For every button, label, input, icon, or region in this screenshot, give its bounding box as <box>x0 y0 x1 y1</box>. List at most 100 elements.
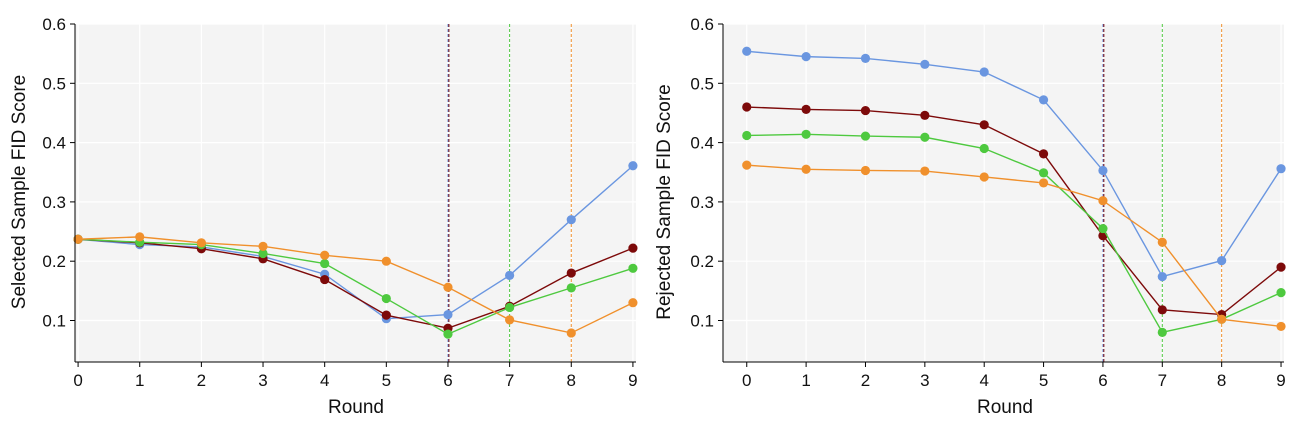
x-tick-label: 8 <box>1217 371 1226 390</box>
plot-area <box>723 24 1284 362</box>
y-axis-title: Rejected Sample FID Score <box>654 84 675 320</box>
data-point <box>196 238 206 248</box>
data-point <box>258 248 268 259</box>
x-axis-title: Round <box>328 397 384 418</box>
series-line <box>746 50 1282 278</box>
series-line <box>746 164 1282 328</box>
plot-background-group <box>723 24 1284 362</box>
data-point <box>1157 305 1167 315</box>
data-point <box>320 274 330 285</box>
data-point <box>628 298 638 308</box>
data-point <box>742 46 752 56</box>
x-tick-label: 3 <box>258 371 267 390</box>
data-point <box>1098 223 1108 234</box>
series-line <box>746 133 1282 334</box>
x-tick-label: 0 <box>73 371 82 390</box>
data-point <box>1276 262 1286 272</box>
data-point <box>801 104 811 114</box>
y-tick-label: 0.1 <box>42 311 66 330</box>
x-tick-label: 3 <box>920 371 929 390</box>
series-line <box>78 238 634 335</box>
data-point <box>135 232 145 242</box>
y-tick-label: 0.3 <box>42 193 66 212</box>
data-point <box>1038 178 1049 188</box>
x-tick-label: 1 <box>801 371 810 390</box>
data-point <box>742 130 752 141</box>
data-point <box>628 263 638 273</box>
data-point <box>566 328 576 338</box>
data-point <box>742 160 752 170</box>
data-point <box>443 309 453 320</box>
x-tick-label: 9 <box>1276 371 1285 390</box>
data-point <box>443 329 453 339</box>
data-point <box>920 110 930 120</box>
x-tick-label: 7 <box>1158 371 1167 390</box>
y-tick-label: 0.1 <box>690 311 714 330</box>
series-orange <box>742 160 1286 332</box>
data-point <box>566 283 576 293</box>
data-point <box>381 293 391 304</box>
data-point <box>920 166 930 176</box>
y-tick-label: 0.5 <box>690 74 714 93</box>
x-tick-label: 5 <box>382 371 391 390</box>
data-point <box>1157 272 1167 282</box>
y-tick-label: 0.4 <box>42 134 66 153</box>
x-tick-label: 0 <box>742 371 751 390</box>
data-point <box>320 258 330 269</box>
data-point <box>628 243 638 253</box>
rejected-fid-chart: Rejected Sample FID Score Round 0.1 0.2 0.… <box>654 15 1286 418</box>
data-point <box>1038 149 1049 159</box>
x-tick-label: 4 <box>979 371 988 390</box>
data-point <box>320 250 330 260</box>
y-tick-label: 0.6 <box>690 15 714 34</box>
series-line <box>746 106 1282 316</box>
x-tick-label: 4 <box>320 371 329 390</box>
series-orange <box>73 232 638 338</box>
data-point <box>566 215 576 225</box>
data-point <box>505 270 515 281</box>
data-point <box>73 234 83 244</box>
data-point <box>1217 256 1227 266</box>
x-tick-label: 2 <box>197 371 206 390</box>
data-point <box>1276 321 1286 332</box>
series-green <box>742 129 1286 337</box>
y-tick-label: 0.2 <box>690 252 714 271</box>
data-point <box>1098 165 1108 176</box>
data-point <box>443 282 453 292</box>
data-point <box>979 143 989 154</box>
series-line <box>78 238 634 329</box>
x-tick-label: 5 <box>1039 371 1048 390</box>
x-tick-label: 1 <box>135 371 144 390</box>
data-point <box>1157 237 1167 247</box>
data-point <box>860 53 871 63</box>
data-point <box>505 315 515 325</box>
x-tick-label: 7 <box>505 371 514 390</box>
data-point <box>381 310 391 320</box>
data-point <box>1276 288 1286 298</box>
selected-fid-chart: Selected Sample FID Score Round 0.1 0.2 0.… <box>9 15 638 418</box>
data-point <box>801 129 811 139</box>
y-tick-label: 0.6 <box>42 15 66 34</box>
series-dark-red <box>742 102 1286 320</box>
data-point <box>979 172 989 182</box>
x-axis-title: Round <box>977 397 1033 418</box>
data-point <box>801 52 811 62</box>
data-point <box>1157 327 1167 337</box>
data-point <box>801 164 811 174</box>
plot-area <box>75 24 636 362</box>
data-point <box>1217 314 1227 324</box>
y-tick-label: 0.2 <box>42 252 66 271</box>
data-point <box>381 256 391 266</box>
y-tick-label: 0.3 <box>690 193 714 212</box>
data-point <box>1038 168 1049 178</box>
data-point <box>742 102 752 112</box>
y-tick-label: 0.5 <box>42 74 66 93</box>
data-point <box>1098 196 1108 206</box>
data-point <box>860 165 871 176</box>
data-point <box>258 241 268 251</box>
plot-background-group <box>75 24 636 362</box>
data-point <box>979 120 989 130</box>
x-tick-label: 9 <box>628 371 637 390</box>
data-point <box>920 132 930 142</box>
data-point <box>628 161 638 171</box>
